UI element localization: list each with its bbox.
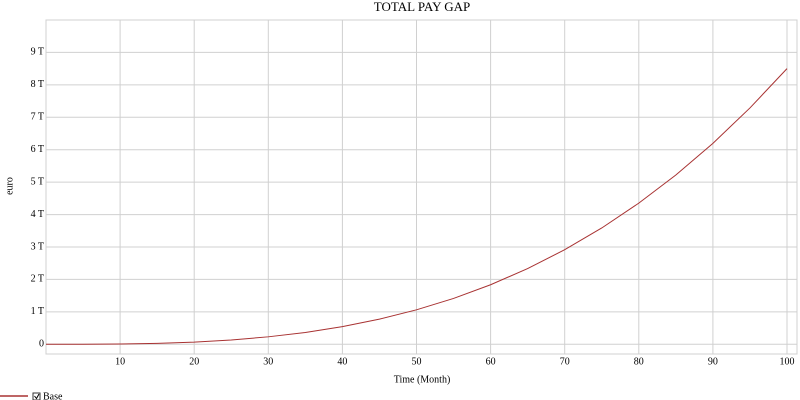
y-tick-label: 7 T bbox=[31, 112, 44, 123]
y-tick-label: 3 T bbox=[31, 241, 44, 252]
x-tick-label: 50 bbox=[412, 356, 422, 367]
y-tick-label: 1 T bbox=[31, 306, 44, 317]
plot-frame bbox=[45, 19, 798, 355]
y-tick-label: 0 bbox=[39, 339, 44, 350]
y-tick-label: 6 T bbox=[31, 144, 44, 155]
legend-checkbox[interactable] bbox=[32, 392, 41, 400]
x-tick-label: 80 bbox=[634, 356, 644, 367]
y-axis-label: euro bbox=[4, 177, 15, 195]
y-tick-label: 9 T bbox=[31, 47, 44, 58]
checkmark bbox=[34, 393, 40, 400]
x-tick-label: 30 bbox=[263, 356, 273, 367]
x-tick-label: 90 bbox=[708, 356, 718, 367]
x-tick-label: 40 bbox=[337, 356, 347, 367]
x-tick-label: 20 bbox=[189, 356, 199, 367]
y-tick-label: 5 T bbox=[31, 176, 44, 187]
chart-title: TOTAL PAY GAP bbox=[374, 0, 470, 14]
y-tick-label: 4 T bbox=[31, 209, 44, 220]
x-axis-label: Time (Month) bbox=[394, 374, 451, 385]
x-tick-label: 100 bbox=[780, 356, 795, 367]
x-tick-label: 10 bbox=[115, 356, 125, 367]
x-tick-label: 70 bbox=[560, 356, 570, 367]
legend-label: Base bbox=[43, 391, 63, 400]
y-tick-label: 2 T bbox=[31, 274, 44, 285]
series-line bbox=[45, 68, 788, 345]
x-tick-label: 60 bbox=[486, 356, 496, 367]
y-tick-label: 8 T bbox=[31, 79, 44, 90]
